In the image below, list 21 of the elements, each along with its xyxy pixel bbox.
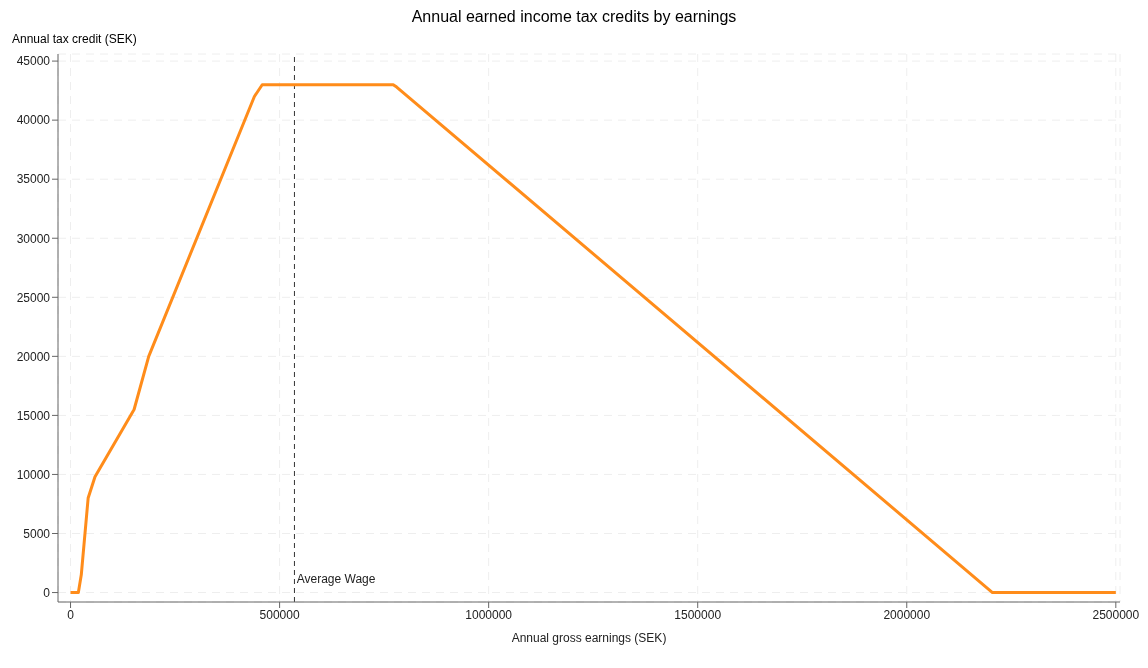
y-tick-label: 5000 xyxy=(23,526,51,541)
y-tick-label: 10000 xyxy=(16,467,51,482)
y-tick-label: 20000 xyxy=(16,349,51,364)
x-tick-label: 2000000 xyxy=(883,607,931,622)
x-tick-label: 0 xyxy=(67,607,75,622)
y-tick-label: 25000 xyxy=(16,290,51,305)
x-tick-label: 1000000 xyxy=(465,607,513,622)
chart-title: Annual earned income tax credits by earnings xyxy=(410,8,738,27)
x-axis-title: Annual gross earnings (SEK) xyxy=(511,631,667,645)
x-tick-label: 500000 xyxy=(259,607,300,622)
y-axis-title: Annual tax credit (SEK) xyxy=(12,32,138,48)
y-tick-label: 45000 xyxy=(16,54,51,69)
line-series xyxy=(69,83,1118,595)
y-tick-label: 15000 xyxy=(16,408,51,423)
x-tick-label: 2500000 xyxy=(1092,607,1140,622)
y-tick-label: 30000 xyxy=(16,231,51,246)
ref-line-label: Average Wage xyxy=(296,572,376,586)
x-tick-label: 1500000 xyxy=(674,607,722,622)
y-tick-label: 0 xyxy=(43,585,51,600)
y-tick-label: 35000 xyxy=(16,172,51,187)
y-tick-label: 40000 xyxy=(16,113,51,128)
